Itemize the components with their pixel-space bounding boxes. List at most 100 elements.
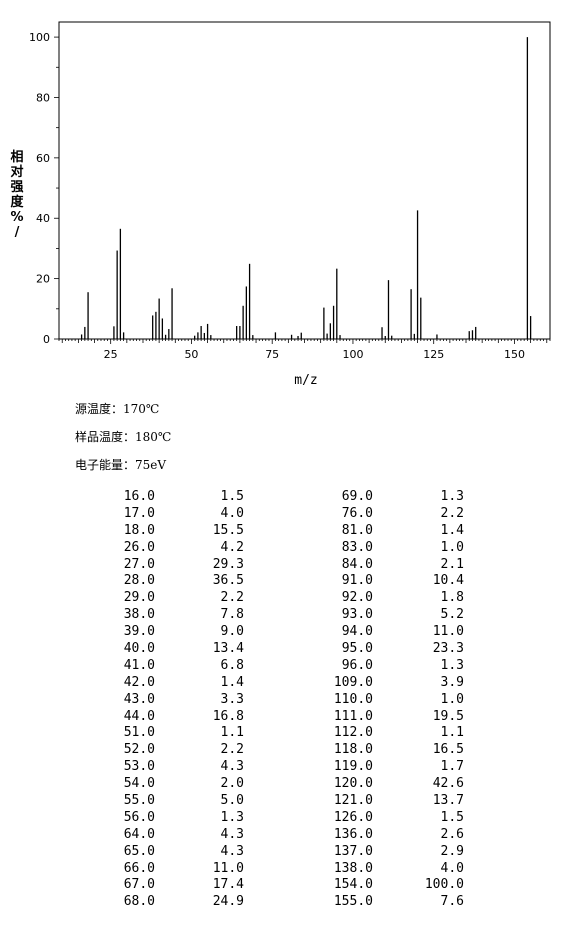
mz-cell: 83.0 xyxy=(341,539,373,555)
x-tick-label: 150 xyxy=(504,348,525,361)
intensity-cell: 29.3 xyxy=(212,556,244,572)
mz-cell: 39.0 xyxy=(123,624,155,640)
intensity-cell: 2.9 xyxy=(440,843,464,859)
intensity-cell: 1.3 xyxy=(220,809,244,825)
intensity-cell: 2.0 xyxy=(220,776,244,792)
mz-cell: 155.0 xyxy=(333,894,373,910)
sample-temperature: 样品温度：180℃ xyxy=(75,430,172,444)
y-tick-label: 100 xyxy=(29,31,50,44)
electron-energy: 电子能量：75eV xyxy=(75,458,167,472)
plot-frame xyxy=(58,21,551,340)
x-tick-label: 50 xyxy=(184,348,198,361)
mz-cell: 69.0 xyxy=(341,489,373,504)
intensity-cell: 1.7 xyxy=(440,759,464,775)
intensity-cell: 4.3 xyxy=(220,826,244,842)
intensity-cell: 5.2 xyxy=(440,607,464,623)
table-row: 51.0 1.1 112.0 1.1 xyxy=(0,725,570,742)
intensity-cell: 11.0 xyxy=(212,860,244,876)
mz-cell: 94.0 xyxy=(341,624,373,640)
table-row: 44.0 16.8 111.0 19.5 xyxy=(0,709,570,726)
y-axis-label-char: 强 xyxy=(10,180,24,195)
mz-cell: 40.0 xyxy=(123,641,155,657)
table-row: 43.0 3.3 110.0 1.0 xyxy=(0,692,570,709)
intensity-cell: 24.9 xyxy=(212,894,244,910)
intensity-cell: 2.1 xyxy=(440,556,464,572)
intensity-cell: 4.0 xyxy=(440,860,464,876)
mz-cell: 27.0 xyxy=(123,556,155,572)
table-row: 65.0 4.3 137.0 2.9 xyxy=(0,844,570,861)
y-axis-label: 相对强度% / xyxy=(9,150,25,240)
mz-cell: 55.0 xyxy=(123,793,155,809)
intensity-cell: 16.8 xyxy=(212,708,244,724)
intensity-cell: 2.2 xyxy=(220,742,244,758)
mz-cell: 17.0 xyxy=(123,505,155,521)
intensity-cell: 10.4 xyxy=(432,573,464,589)
intensity-cell: 6.8 xyxy=(220,657,244,673)
y-tick-label: 0 xyxy=(43,333,50,346)
y-tick-label: 20 xyxy=(36,273,50,286)
mz-cell: 18.0 xyxy=(123,522,155,538)
mz-cell: 56.0 xyxy=(123,809,155,825)
mz-cell: 109.0 xyxy=(333,674,373,690)
mz-cell: 68.0 xyxy=(123,894,155,910)
source-temperature: 源温度：170℃ xyxy=(75,402,160,416)
intensity-cell: 1.3 xyxy=(440,657,464,673)
table-row: 55.0 5.0 121.0 13.7 xyxy=(0,793,570,810)
x-tick-label: 75 xyxy=(265,348,279,361)
mz-cell: 81.0 xyxy=(341,522,373,538)
mz-cell: 110.0 xyxy=(333,691,373,707)
mz-cell: 93.0 xyxy=(341,607,373,623)
table-row: 26.0 4.2 83.0 1.0 xyxy=(0,540,570,557)
table-row: 38.0 7.8 93.0 5.2 xyxy=(0,607,570,624)
intensity-cell: 5.0 xyxy=(220,793,244,809)
intensity-cell: 7.6 xyxy=(440,894,464,910)
mz-cell: 137.0 xyxy=(333,843,373,859)
mz-cell: 28.0 xyxy=(123,573,155,589)
intensity-cell: 1.1 xyxy=(440,725,464,741)
intensity-cell: 42.6 xyxy=(432,776,464,792)
mz-cell: 26.0 xyxy=(123,539,155,555)
mz-cell: 51.0 xyxy=(123,725,155,741)
intensity-cell: 7.8 xyxy=(220,607,244,623)
intensity-cell: 1.0 xyxy=(440,539,464,555)
y-axis-label-char: 对 xyxy=(10,165,24,180)
mz-cell: 112.0 xyxy=(333,725,373,741)
intensity-cell: 1.4 xyxy=(220,674,244,690)
mz-cell: 64.0 xyxy=(123,826,155,842)
table-row: 17.0 4.0 76.0 2.2 xyxy=(0,506,570,523)
table-row: 53.0 4.3 119.0 1.7 xyxy=(0,759,570,776)
peaks-layer xyxy=(80,37,532,339)
table-row: 39.0 9.0 94.0 11.0 xyxy=(0,624,570,641)
mz-cell: 92.0 xyxy=(341,590,373,606)
mz-cell: 42.0 xyxy=(123,674,155,690)
mz-cell: 65.0 xyxy=(123,843,155,859)
intensity-cell: 19.5 xyxy=(432,708,464,724)
mz-cell: 44.0 xyxy=(123,708,155,724)
y-axis-label-char: 度 xyxy=(10,195,24,210)
intensity-cell: 23.3 xyxy=(432,641,464,657)
mz-cell: 136.0 xyxy=(333,826,373,842)
table-row: 40.0 13.4 95.0 23.3 xyxy=(0,641,570,658)
intensity-cell: 1.0 xyxy=(440,691,464,707)
intensity-cell: 1.1 xyxy=(220,725,244,741)
mz-cell: 111.0 xyxy=(333,708,373,724)
peak-table: 16.0 1.5 69.0 1.3 17.0 4.0 76.0 2.2 18.0 15.5 81.0… xyxy=(0,489,570,911)
mz-cell: 138.0 xyxy=(333,860,373,876)
x-tick-label: 25 xyxy=(104,348,118,361)
mz-cell: 54.0 xyxy=(123,776,155,792)
table-row: 16.0 1.5 69.0 1.3 xyxy=(0,489,570,506)
mz-cell: 154.0 xyxy=(333,877,373,893)
intensity-cell: 2.2 xyxy=(440,505,464,521)
mz-cell: 52.0 xyxy=(123,742,155,758)
table-row: 64.0 4.3 136.0 2.6 xyxy=(0,827,570,844)
y-axis-label-char: / xyxy=(14,225,20,240)
mz-cell: 66.0 xyxy=(123,860,155,876)
table-row: 41.0 6.8 96.0 1.3 xyxy=(0,658,570,675)
mz-cell: 84.0 xyxy=(341,556,373,572)
intensity-cell: 1.5 xyxy=(220,489,244,504)
intensity-cell: 4.3 xyxy=(220,843,244,859)
mz-cell: 91.0 xyxy=(341,573,373,589)
table-row: 67.0 17.4 154.0 100.0 xyxy=(0,877,570,894)
intensity-cell: 16.5 xyxy=(432,742,464,758)
intensity-cell: 4.0 xyxy=(220,505,244,521)
